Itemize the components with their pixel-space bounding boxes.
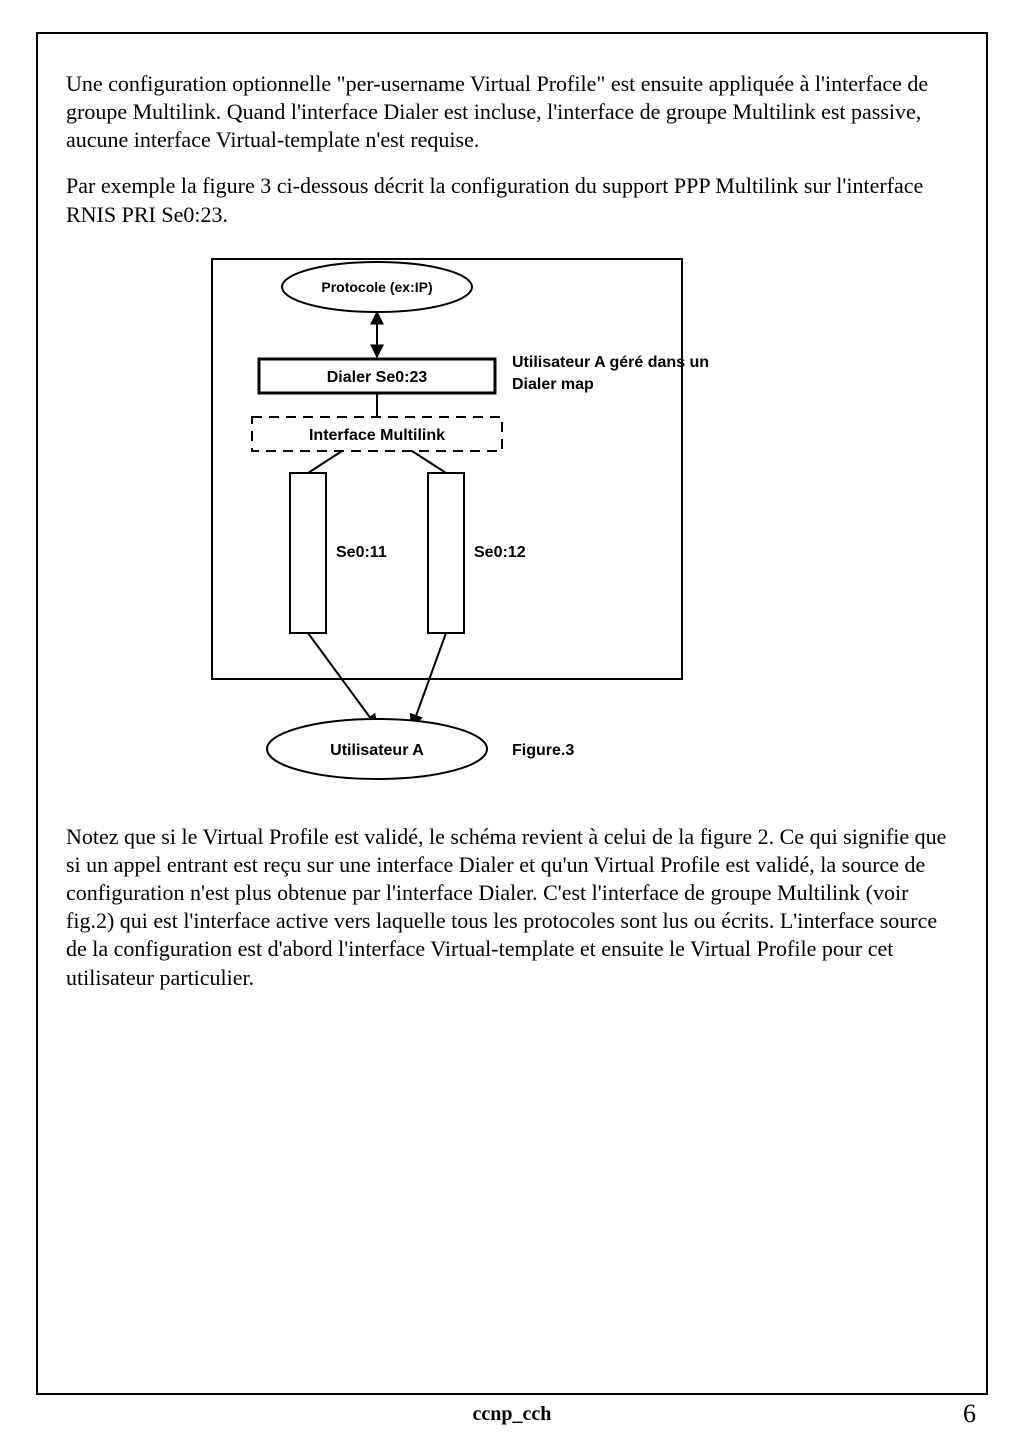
svg-text:Utilisateur A: Utilisateur A bbox=[330, 742, 424, 759]
svg-text:Se0:11: Se0:11 bbox=[336, 544, 387, 561]
svg-text:Utilisateur A géré dans un: Utilisateur A géré dans un bbox=[512, 354, 709, 371]
page-footer: ccnp_cch 6 bbox=[0, 1403, 1024, 1437]
footer-page-number: 6 bbox=[963, 1399, 976, 1429]
figure-3-wrap: Protocole (ex:IP) Dialer Se0:23 Utilisateu… bbox=[66, 247, 958, 807]
paragraph-2: Par exemple la figure 3 ci-dessous décri… bbox=[66, 172, 958, 228]
page-frame: Une configuration optionnelle "per-usern… bbox=[36, 32, 988, 1395]
paragraph-1: Une configuration optionnelle "per-usern… bbox=[66, 70, 958, 154]
svg-text:Dialer map: Dialer map bbox=[512, 376, 594, 393]
svg-text:Dialer Se0:23: Dialer Se0:23 bbox=[327, 369, 428, 386]
svg-text:Protocole (ex:IP): Protocole (ex:IP) bbox=[321, 279, 432, 295]
page: Une configuration optionnelle "per-usern… bbox=[0, 0, 1024, 1455]
paragraph-3: Notez que si le Virtual Profile est vali… bbox=[66, 823, 958, 992]
svg-text:Figure.3: Figure.3 bbox=[512, 742, 574, 759]
svg-text:Se0:12: Se0:12 bbox=[474, 544, 526, 561]
svg-text:Interface Multilink: Interface Multilink bbox=[309, 427, 445, 444]
figure-3-diagram: Protocole (ex:IP) Dialer Se0:23 Utilisateu… bbox=[202, 247, 822, 807]
footer-center-text: ccnp_cch bbox=[0, 1403, 1024, 1426]
